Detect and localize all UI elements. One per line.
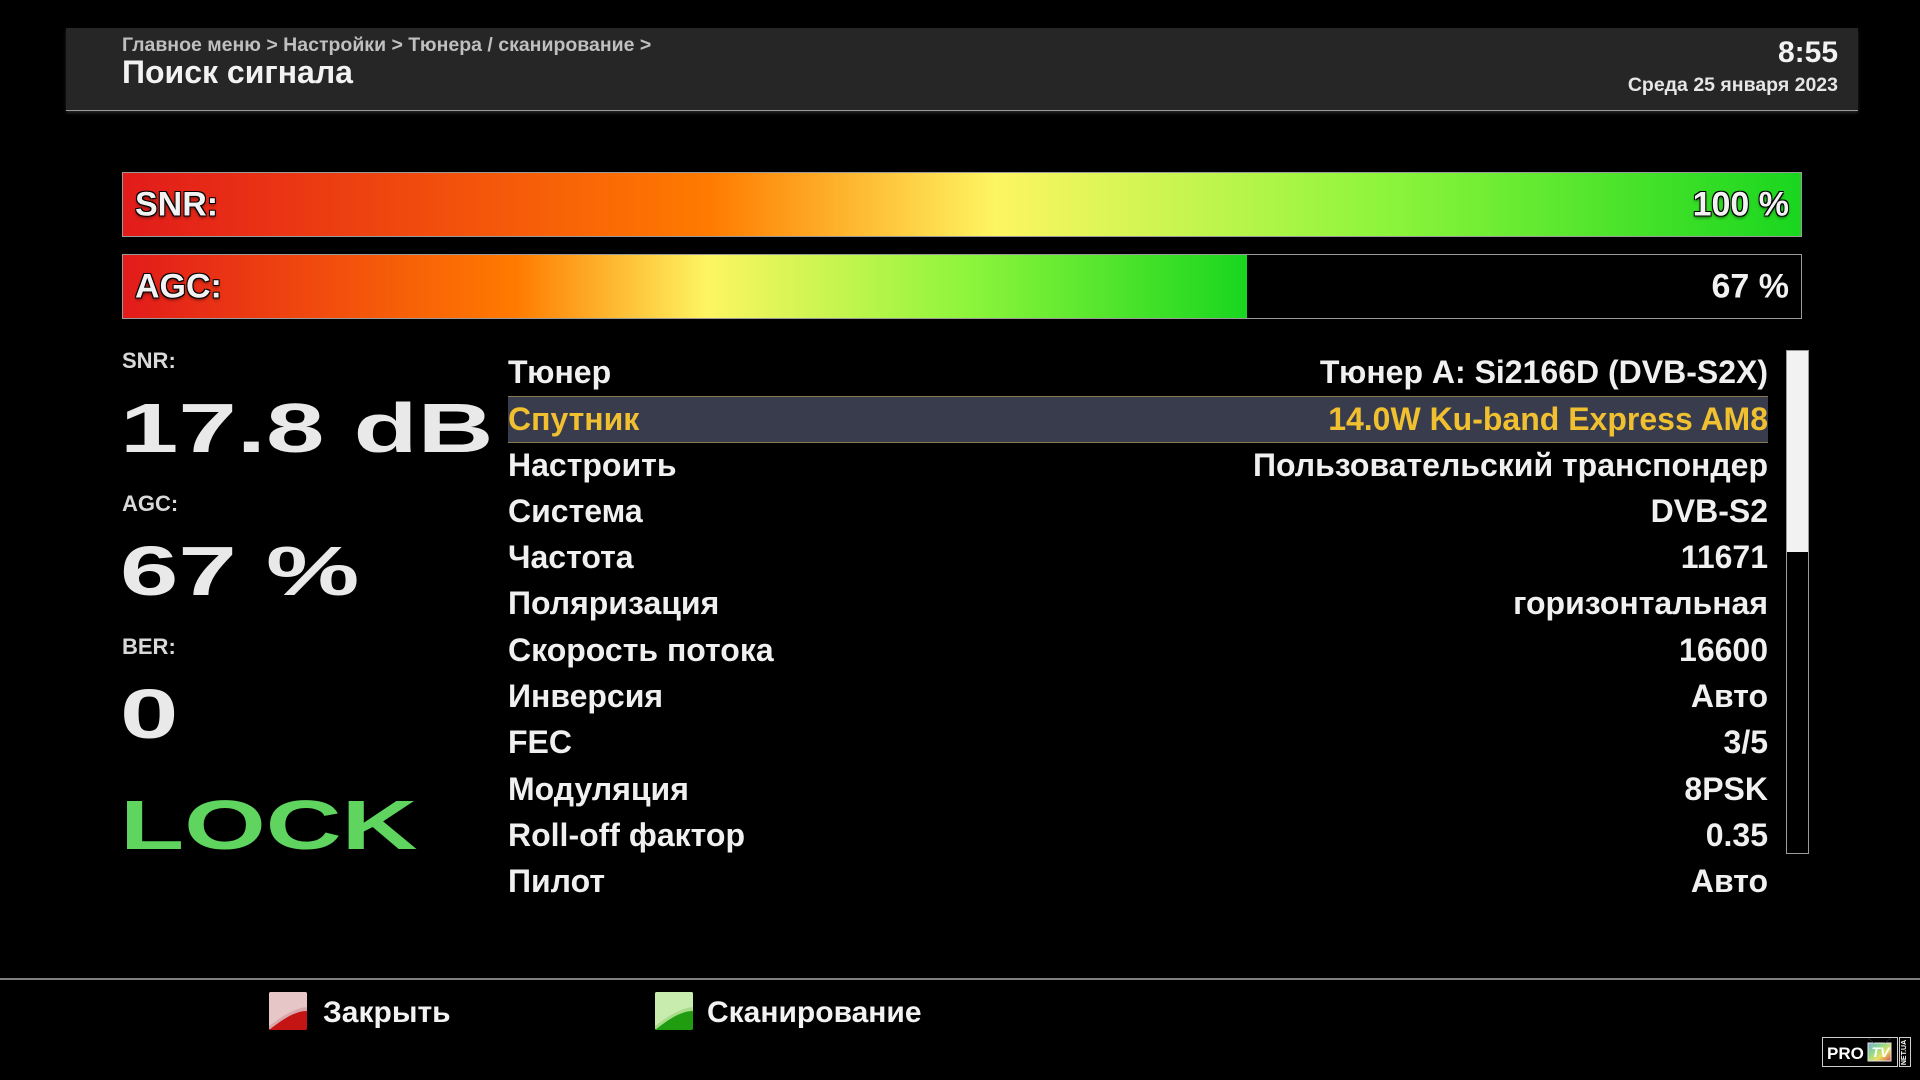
svg-text:PRO: PRO <box>1827 1044 1864 1063</box>
svg-text:TV: TV <box>1872 1044 1892 1060</box>
